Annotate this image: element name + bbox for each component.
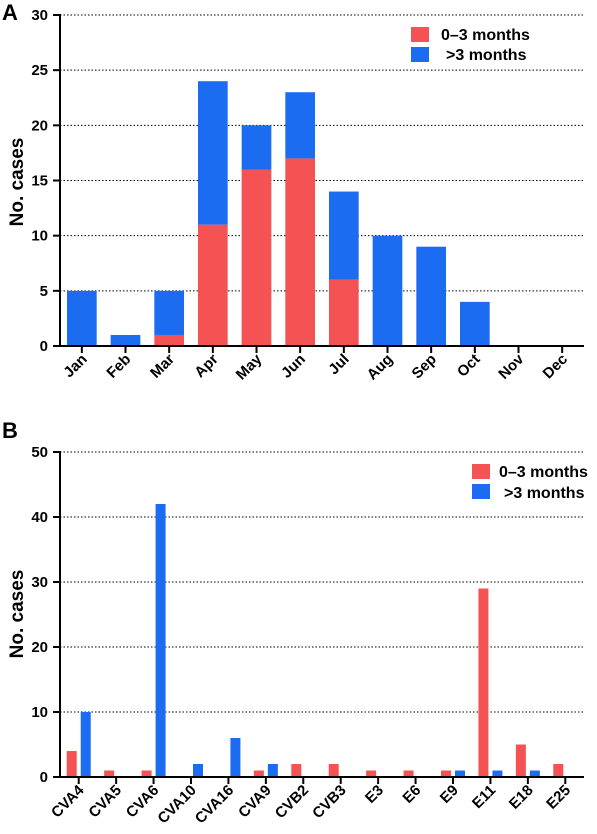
panel-a-x-tick-label: Dec [540,351,571,382]
panel-a-bar-gt3-mar [154,290,185,335]
panel-a-y-tick-label: 25 [31,62,48,79]
panel-a-x-tick-label: Jul [325,351,352,378]
panel-b-x-tick-label: E11 [469,782,499,812]
panel-b-bar-gt3-e9 [455,770,465,777]
panel-b-y-tick-label: 30 [31,574,48,591]
panel-b-bar-gt3-cva4 [80,712,91,777]
panel-a-bar-0-3-mar [154,334,185,346]
panel-b-axes [53,451,584,784]
panel-a-y-tick-label: 5 [40,283,48,300]
panel-a-axes [53,14,584,353]
panel-a-ylabel: No. cases [7,138,28,227]
panel-b-bar-0-3-e25 [553,764,564,777]
panel-a-y-tick-label: 10 [31,228,48,245]
panel-b-x-tick-label: E18 [506,782,537,813]
panel-b-ylabel: No. cases [7,570,28,659]
panel-b-bar-0-3-e18 [515,744,526,777]
panel-a-x-tick-label: Nov [495,350,528,383]
panel-a-bar-gt3-apr [197,81,228,225]
panel-b-legend-label-0-3: 0–3 months [499,464,588,481]
panel-a-chart: A No. cases 0 5 10 15 20 25 30 Jan Feb Mar Apr May… [2,0,584,383]
panel-a-bar-gt3-feb [110,334,141,346]
panel-b-x-tick-label: CVA16 [192,782,237,827]
panel-b-bar-gt3-cva6 [155,504,166,777]
panel-b-bar-0-3-e11 [478,588,489,777]
panel-a-y-tick-labels: 0 5 10 15 20 25 30 [31,7,48,355]
panel-a-bar-gt3-aug [372,235,403,346]
panel-b-x-tick-label: E3 [362,782,387,807]
panel-b-y-tick-label: 20 [31,639,48,656]
panel-b-x-tick-label: E25 [543,782,574,813]
panel-a-legend-label-gt3: >3 months [446,47,527,64]
panel-a-x-tick-label: Aug [364,351,397,384]
panel-b-y-tick-labels: 0 10 20 30 40 50 [31,444,48,786]
panel-a-bar-0-3-may [241,169,272,346]
panel-a-y-tick-label: 15 [31,173,48,190]
panel-b-bar-0-3-cva4 [66,751,77,777]
panel-a-bar-gt3-sep [416,246,447,346]
panel-b-bar-0-3-cva9 [253,770,264,777]
panel-b-bar-gt3-cva9 [267,764,278,777]
panel-a-bar-0-3-apr [197,224,228,346]
panel-b-bar-0-3-e9 [441,770,451,777]
panel-b-x-tick-label: CVB2 [272,782,312,822]
panel-b-bar-0-3-e3 [366,770,377,777]
panel-b-bar-0-3-cva6 [141,770,152,777]
panel-b-legend: 0–3 months >3 months [472,464,588,502]
panel-a-x-tick-label: Feb [103,351,134,382]
panel-b-x-tick-label: CVA4 [48,781,88,821]
panel-b-y-tick-label: 40 [31,509,48,526]
panel-a-x-tick-label: May [233,350,266,383]
panel-b-y-tick-label: 50 [31,444,48,461]
panel-b-letter: B [2,418,18,443]
panel-a-bar-0-3-jun [285,158,316,346]
panel-a-letter: A [2,0,18,25]
panel-b-x-tick-label: CVA10 [154,782,199,827]
panel-a-legend-swatch-0-3 [411,27,429,42]
panel-a-bar-gt3-jul [328,191,359,280]
panel-a-bar-gt3-oct [459,301,490,346]
panel-b-bar-0-3-cvb3 [328,764,339,777]
panel-a-x-tick-label: Apr [191,351,221,381]
panel-b-x-tick-label: CVA5 [85,782,125,822]
panel-b-y-tick-label: 0 [40,769,48,786]
panel-b-x-tick-label: E9 [437,782,462,807]
panel-a-bar-0-3-jul [328,279,359,346]
panel-a-x-tick-label: Mar [147,351,178,382]
panel-b-bar-gt3-cva16 [230,738,241,777]
panel-b-x-tick-label: CVB3 [309,782,349,822]
panel-b-legend-swatch-0-3 [472,464,490,479]
panel-b-bar-gt3-e11 [492,770,503,777]
panel-a-legend-label-0-3: 0–3 months [441,27,530,44]
panel-a-x-tick-label: Jun [278,351,309,382]
panel-b-x-tick-label: E6 [399,782,424,807]
panel-a-x-tick-labels: Jan Feb Mar Apr May Jun Jul Aug Sep Oct Nov Dec [60,350,571,383]
panel-a-bar-gt3-may [241,125,272,170]
panel-a-x-tick-label: Jan [60,351,90,381]
panel-a-y-tick-label: 0 [40,338,48,355]
panel-b-legend-swatch-gt3 [472,484,490,499]
panel-b-bar-0-3-cva5 [104,770,115,777]
panel-b-legend-label-gt3: >3 months [504,485,585,502]
panel-a-bars [66,81,490,346]
panel-b-bar-gt3-e18 [529,770,540,777]
panel-b-bars [66,504,564,777]
panel-a-legend-swatch-gt3 [411,47,429,62]
panel-a-legend: 0–3 months >3 months [411,27,530,64]
panel-a-y-tick-label: 30 [31,7,48,24]
panel-b-bar-0-3-e6 [403,770,414,777]
panel-b-x-tick-label: CVA9 [235,782,275,822]
panel-a-bar-gt3-jun [285,92,316,159]
panel-b-y-tick-label: 10 [31,704,48,721]
panel-b-bar-0-3-cvb2 [291,764,302,777]
panel-b-bar-gt3-cva10 [193,764,203,777]
panel-a-x-tick-label: Sep [409,351,440,382]
panel-a-x-tick-label: Oct [454,351,484,381]
panel-a-bar-gt3-jan [66,290,97,346]
panel-a-y-tick-label: 20 [31,117,48,134]
